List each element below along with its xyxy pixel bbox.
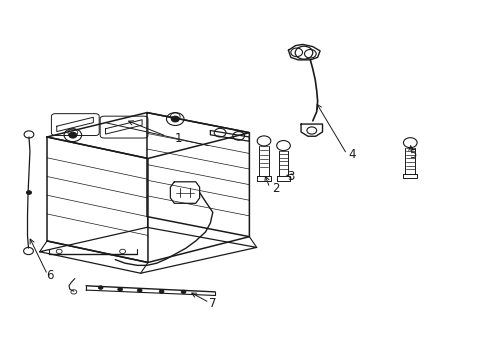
Text: 7: 7 [209,297,216,310]
Circle shape [69,132,77,138]
Circle shape [98,286,103,289]
Circle shape [181,290,185,294]
Circle shape [159,290,163,293]
Text: 3: 3 [286,170,294,183]
Text: 1: 1 [175,132,182,145]
Circle shape [26,191,31,194]
Text: 4: 4 [347,148,355,161]
Circle shape [137,289,142,292]
Text: 6: 6 [45,269,53,282]
Circle shape [171,116,179,122]
Text: 5: 5 [408,148,416,161]
Text: 2: 2 [272,183,279,195]
Circle shape [118,288,122,291]
